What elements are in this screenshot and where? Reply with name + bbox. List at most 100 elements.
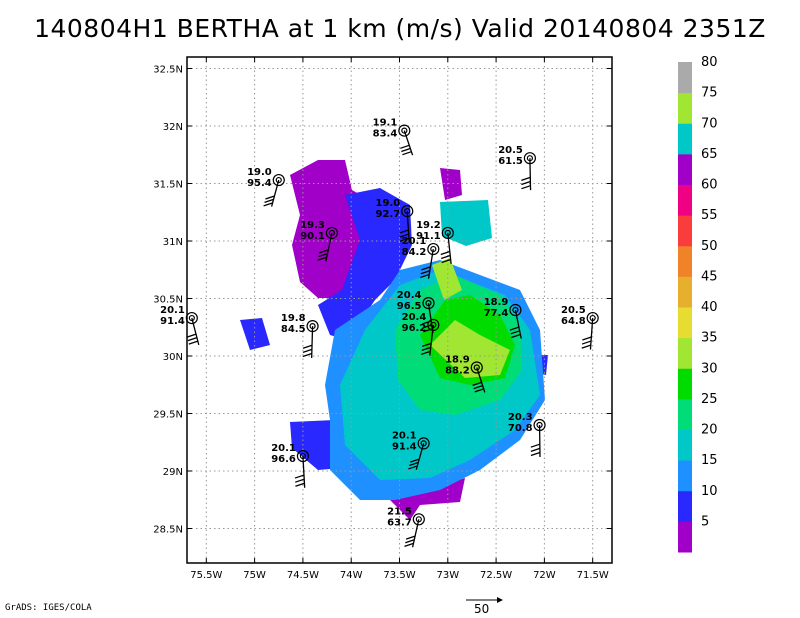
station-marker-ring — [422, 297, 435, 310]
y-tick-label: 29N — [163, 467, 183, 478]
station-marker-ring — [470, 361, 483, 374]
wind-barb-flag — [405, 535, 416, 540]
wind-barb-flag — [473, 385, 483, 390]
station-marker-ring — [509, 303, 522, 317]
wind-barb-flag — [317, 256, 327, 261]
colorbar-label: 25 — [701, 392, 718, 407]
colorbar-swatch — [678, 184, 692, 216]
station-rh-label: 84.2 — [402, 247, 427, 258]
wind-barb-flag — [421, 266, 431, 271]
colorbar-swatch — [678, 521, 692, 553]
station-marker-ring — [441, 226, 454, 240]
wind-barb-flag — [401, 147, 411, 153]
station-rh-label: 91.1 — [416, 231, 441, 242]
wind-barb-flag — [441, 258, 451, 264]
wind-barb-flag — [510, 330, 520, 335]
station-marker-dot — [299, 452, 307, 460]
station-temp-label: 20.1 — [160, 305, 185, 316]
station-marker-ring — [306, 320, 319, 333]
wind-barb-staff — [191, 317, 200, 346]
colorbar-label: 5 — [701, 514, 709, 529]
station-temp-label: 19.1 — [373, 118, 398, 129]
dropsonde-stations: 19.183.420.561.519.095.419.092.719.390.1… — [160, 118, 599, 548]
station-temp-label: 19.3 — [300, 220, 325, 231]
colorbar-label: 30 — [701, 361, 718, 376]
x-tick-label: 73.5W — [383, 570, 415, 581]
wind-barb-flag — [318, 252, 328, 258]
station: 18.977.4 — [484, 297, 522, 339]
colorbar-label: 20 — [701, 423, 718, 438]
station-temp-label: 20.4 — [397, 290, 422, 301]
wind-barb-flag — [521, 176, 531, 181]
wind-barb-flag — [441, 254, 451, 260]
y-tick-label: 32.5N — [153, 65, 183, 76]
colorbar-label: 10 — [701, 484, 718, 499]
station-rh-label: 96.5 — [397, 301, 422, 312]
wind-barb-flag — [294, 474, 305, 479]
wind-barb-staff — [514, 309, 522, 339]
wind-barb-flag — [265, 195, 275, 200]
wind-barb-flag — [399, 237, 410, 242]
station: 19.291.1 — [416, 220, 454, 264]
colorbar-label: 15 — [701, 453, 718, 468]
station-rh-label: 90.1 — [300, 231, 325, 242]
wind-barb-staff — [403, 130, 414, 156]
wind-barb-staff — [476, 367, 486, 393]
wind-barb-flag — [402, 151, 412, 156]
wind-barb-flag — [474, 388, 484, 393]
station-marker-dot — [512, 306, 519, 314]
station: 20.191.4 — [392, 430, 430, 470]
station-marker-dot — [526, 155, 533, 162]
station: 21.563.7 — [387, 506, 425, 548]
station: 20.561.5 — [498, 145, 536, 191]
colorbar-swatch — [678, 490, 692, 522]
y-tick-label: 32N — [163, 122, 183, 133]
colorbar-swatch — [678, 276, 692, 308]
colorbar-label: 35 — [701, 331, 718, 346]
field-blue-west — [240, 318, 270, 350]
station-marker-ring — [185, 311, 198, 325]
wind-barb-flag — [302, 344, 313, 349]
station-rh-label: 96.6 — [271, 454, 296, 465]
station-rh-label: 91.4 — [160, 316, 185, 327]
station-temp-label: 18.9 — [445, 355, 470, 366]
x-tick-label: 72.5W — [480, 570, 512, 581]
station-temp-label: 19.8 — [281, 313, 306, 324]
station-marker-dot — [425, 300, 432, 307]
colorbar: 5 10 15 20 25 30 35 40 45 50 55 60 65 70 75 80 — [678, 55, 718, 553]
field-lime-north — [432, 258, 462, 300]
station-rh-label: 84.5 — [281, 324, 306, 335]
x-tick-label: 74.5W — [287, 570, 319, 581]
wind-barb-flag — [188, 340, 199, 345]
station: 20.564.8 — [561, 305, 599, 350]
wind-barb-flag — [186, 333, 197, 338]
station-marker-dot — [309, 323, 316, 330]
colorbar-swatch — [678, 245, 692, 277]
station-temp-label: 20.4 — [402, 312, 427, 323]
station-marker-ring — [417, 437, 430, 450]
wind-barb-flag — [581, 344, 591, 349]
axes: 75.5W 75W 74.5W 74W 73.5W 73W 72.5W 72W 71.5W 32.… — [153, 57, 612, 581]
wind-barb-flag — [440, 250, 450, 256]
station-temp-label: 20.1 — [392, 430, 417, 441]
wind-barb-flag — [404, 542, 414, 547]
colorbar-swatch — [678, 429, 692, 461]
station: 19.095.4 — [247, 167, 285, 207]
wind-barb-staff — [311, 326, 314, 359]
station: 19.092.7 — [376, 198, 414, 243]
wind-barb-flag — [409, 461, 419, 467]
wind-barb-flag — [187, 337, 198, 342]
station-marker-ring — [296, 449, 310, 463]
station-rh-label: 61.5 — [498, 156, 523, 167]
station-rh-label: 92.7 — [376, 209, 401, 220]
station-temp-label: 21.5 — [387, 506, 412, 517]
colorbar-label: 60 — [701, 178, 718, 193]
wind-barb-flag — [530, 443, 541, 448]
wind-barb-flag — [302, 348, 313, 354]
wind-barb-flag — [302, 352, 313, 358]
station-marker-dot — [430, 245, 437, 253]
station-marker-dot — [473, 364, 480, 371]
wind-barb-flag — [399, 233, 409, 238]
station: 20.196.6 — [271, 443, 310, 488]
wind-barb-flag — [399, 229, 409, 234]
